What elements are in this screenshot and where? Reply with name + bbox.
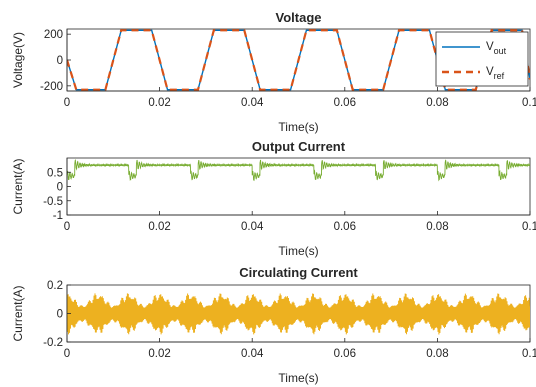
x-axis-label: Time(s) [278, 120, 318, 134]
series-line-0 [67, 159, 530, 182]
x-tick-label: 0.08 [426, 97, 448, 109]
chart-title: Voltage [276, 10, 322, 25]
x-tick-label: 0.08 [426, 221, 448, 233]
y-tick-label: 0 [57, 182, 63, 194]
x-tick-label: 0 [64, 97, 70, 109]
y-tick-label: -1 [53, 210, 63, 222]
x-tick-label: 0.02 [148, 221, 170, 233]
x-tick-label: 0.06 [334, 348, 356, 360]
x-tick-label: 0.06 [334, 97, 356, 109]
x-tick-label: 0.08 [426, 348, 448, 360]
series-group [67, 29, 530, 91]
y-tick-label: -200 [40, 81, 63, 93]
y-tick-label: 0 [57, 55, 63, 67]
legend-label: Vout [486, 41, 507, 56]
x-tick-label: 0.02 [148, 348, 170, 360]
series-group [67, 159, 530, 182]
x-tick-label: 0.04 [241, 221, 264, 233]
chart-title: Output Current [252, 139, 346, 154]
x-tick-label: 0.1 [522, 221, 536, 233]
x-tick-label: 0.04 [241, 97, 264, 109]
legend-box [435, 31, 529, 87]
x-tick-label: 0.02 [148, 97, 170, 109]
y-tick-label: 0 [57, 309, 63, 321]
y-axis-label: Current(A) [11, 285, 25, 341]
y-tick-label: -0.5 [43, 196, 63, 208]
chart-panel-2: 0 0.02 0.04 0.06 0.08 0.10.20-0.2Circulating … [11, 265, 536, 385]
chart-panel-1: 0 0.02 0.04 0.06 0.08 0.1 0.5 0 -0.5 -1 Output Cur… [11, 139, 536, 258]
series-line-1 [67, 29, 530, 91]
x-tick-label: 0.1 [522, 97, 536, 109]
x-tick-label: 0.06 [334, 221, 356, 233]
legend: Vout Vref [435, 31, 529, 87]
chart-title: Circulating Current [239, 265, 358, 280]
y-axis-label: Voltage(V) [11, 32, 25, 88]
series-line-0 [67, 293, 530, 335]
x-tick-label: 0.04 [241, 348, 264, 360]
x-axis-label: Time(s) [278, 244, 318, 258]
x-tick-label: 0 [64, 221, 70, 233]
y-tick-label: -0.2 [43, 337, 63, 349]
chart-panel-0: 0 0.02 0.04 0.06 0.08 0.12000-200VoltageTime(… [11, 10, 536, 134]
y-axis-label: Current(A) [11, 158, 25, 214]
x-tick-label: 0 [64, 348, 70, 360]
y-tick-label: 0.5 [47, 167, 63, 179]
series-group [67, 293, 530, 335]
legend-label: Vref [486, 66, 505, 81]
y-tick-label: 0.2 [47, 280, 63, 292]
x-axis-label: Time(s) [278, 371, 318, 385]
y-tick-label: 200 [44, 29, 63, 41]
x-tick-label: 0.1 [522, 348, 536, 360]
